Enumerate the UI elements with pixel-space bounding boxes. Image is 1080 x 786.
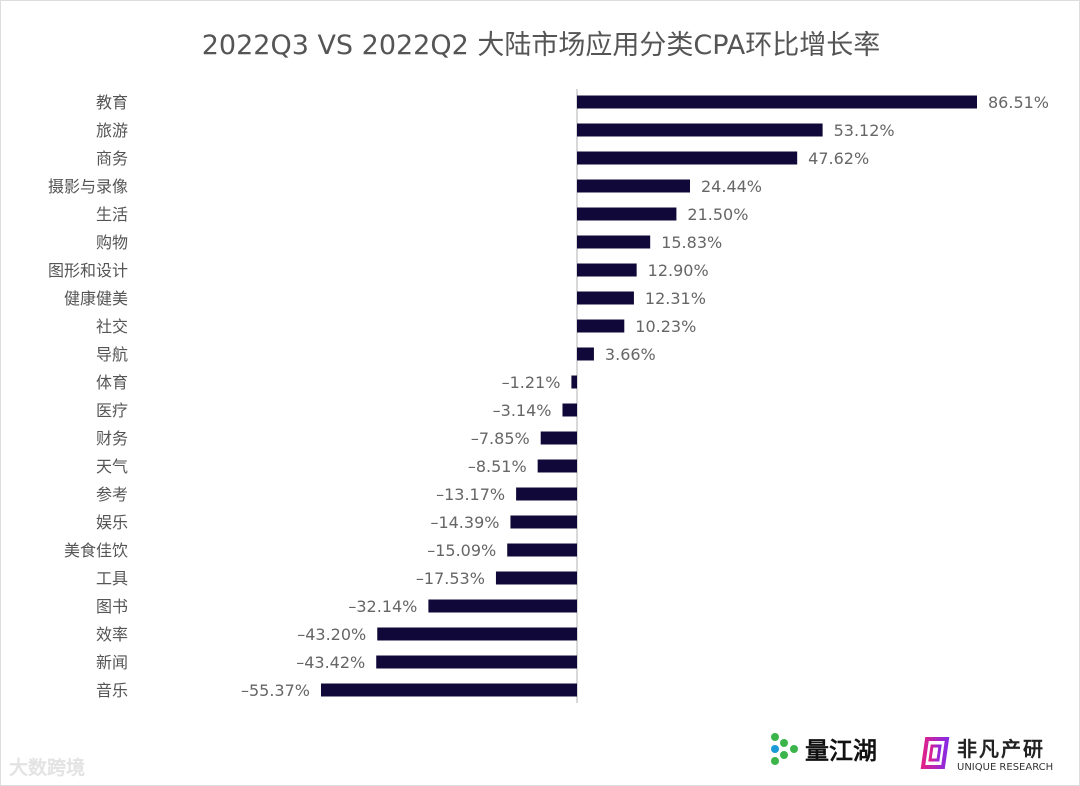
category-label: 参考 bbox=[96, 485, 128, 504]
bar bbox=[577, 235, 651, 249]
bar bbox=[577, 123, 823, 137]
category-label: 效率 bbox=[96, 625, 128, 644]
data-label: –43.42% bbox=[296, 653, 365, 672]
logo-hexagon-icon bbox=[920, 737, 950, 769]
data-label: –32.14% bbox=[348, 597, 417, 616]
bar bbox=[577, 179, 691, 193]
bar bbox=[376, 655, 577, 669]
bar bbox=[577, 319, 625, 333]
category-label: 摄影与录像 bbox=[48, 177, 128, 196]
logo-liangjianghu: 量江湖 bbox=[769, 731, 877, 766]
category-label: 健康健美 bbox=[64, 289, 128, 308]
category-label: 图形和设计 bbox=[48, 261, 128, 280]
category-label: 旅游 bbox=[96, 121, 128, 140]
category-label: 天气 bbox=[96, 457, 128, 476]
category-label: 购物 bbox=[96, 233, 128, 252]
bar bbox=[540, 431, 577, 445]
category-label: 美食佳饮 bbox=[64, 541, 128, 560]
data-label: –13.17% bbox=[436, 485, 505, 504]
bar bbox=[428, 599, 577, 613]
data-label: 10.23% bbox=[635, 317, 696, 336]
data-label: –1.21% bbox=[502, 373, 561, 392]
data-label: 24.44% bbox=[701, 177, 762, 196]
bar bbox=[320, 683, 577, 697]
data-label: 12.31% bbox=[645, 289, 706, 308]
category-label: 商务 bbox=[96, 149, 128, 168]
data-label: –17.53% bbox=[416, 569, 485, 588]
bar bbox=[571, 375, 577, 389]
data-label: –7.85% bbox=[471, 429, 530, 448]
category-label: 财务 bbox=[96, 429, 128, 448]
category-label: 娱乐 bbox=[96, 513, 128, 532]
chart-title: 2022Q3 VS 2022Q2 大陆市场应用分类CPA环比增长率 bbox=[201, 30, 881, 61]
bar bbox=[577, 95, 977, 109]
bar bbox=[495, 571, 577, 585]
logo-dots-icon bbox=[771, 732, 798, 765]
data-label: 3.66% bbox=[605, 345, 656, 364]
logo-unique-research: 非凡产研 UNIQUE RESEARCH bbox=[919, 733, 1053, 773]
data-label: 15.83% bbox=[661, 233, 722, 252]
brand2-cn: 非凡产研 bbox=[957, 737, 1045, 761]
bar bbox=[577, 291, 634, 305]
bar bbox=[507, 543, 577, 557]
category-label: 社交 bbox=[96, 317, 128, 336]
bar bbox=[377, 627, 577, 641]
data-label: –43.20% bbox=[297, 625, 366, 644]
bar bbox=[577, 347, 594, 361]
category-label: 教育 bbox=[96, 93, 128, 112]
data-label: –55.37% bbox=[241, 681, 310, 700]
data-label: –14.39% bbox=[430, 513, 499, 532]
data-label: –15.09% bbox=[427, 541, 496, 560]
data-label: 47.62% bbox=[808, 149, 869, 168]
category-label: 医疗 bbox=[96, 401, 128, 420]
category-label: 音乐 bbox=[96, 681, 128, 700]
bar bbox=[577, 263, 637, 277]
data-label: –3.14% bbox=[493, 401, 552, 420]
brand1-text: 量江湖 bbox=[805, 737, 877, 765]
bar bbox=[577, 151, 798, 165]
data-label: 86.51% bbox=[988, 93, 1049, 112]
bar bbox=[516, 487, 577, 501]
bar bbox=[510, 515, 577, 529]
data-label: 21.50% bbox=[687, 205, 748, 224]
bar bbox=[577, 207, 677, 221]
data-label: –8.51% bbox=[468, 457, 527, 476]
brand2-en: UNIQUE RESEARCH bbox=[957, 762, 1054, 773]
category-label: 工具 bbox=[96, 569, 128, 588]
category-label: 体育 bbox=[96, 373, 128, 392]
category-label: 新闻 bbox=[96, 653, 128, 672]
bar bbox=[562, 403, 577, 417]
bar bbox=[537, 459, 577, 473]
data-label: 53.12% bbox=[834, 121, 895, 140]
data-label: 12.90% bbox=[648, 261, 709, 280]
category-label: 生活 bbox=[96, 205, 128, 224]
category-label: 图书 bbox=[96, 597, 128, 616]
watermark: 大数跨境 bbox=[9, 757, 86, 779]
category-label: 导航 bbox=[96, 345, 128, 364]
